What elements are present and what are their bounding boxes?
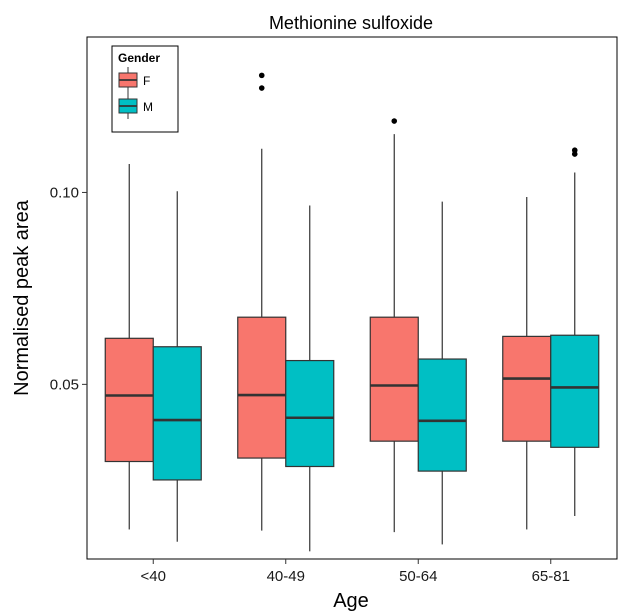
plot-panel [86, 36, 618, 560]
outlier-point [258, 72, 265, 79]
x-axis-title: Age [333, 590, 369, 612]
box-iqr [152, 346, 202, 481]
box-f-2 [237, 72, 287, 531]
box-f-3 [369, 118, 419, 533]
outlier-point [571, 151, 578, 157]
y-tick-label: 0.10 [50, 184, 79, 201]
outlier-point [571, 147, 578, 154]
box-m-4 [550, 147, 600, 517]
box-f-4 [502, 197, 552, 530]
legend-key-f [118, 67, 138, 93]
box-m-2 [285, 205, 335, 552]
legend-key-m [118, 93, 138, 119]
y-axis-title: Normalised peak area [11, 199, 33, 396]
y-tick-label: 0.05 [50, 376, 79, 393]
legend-label: F [143, 74, 150, 88]
box-iqr [369, 316, 419, 442]
box-iqr [502, 335, 552, 442]
axes: <40 40-49 50-64 65-81 0.05 0.10 [50, 184, 570, 585]
x-tick-label: <40 [141, 568, 166, 585]
box-m-3 [417, 201, 467, 545]
legend: Gender FM [111, 45, 179, 133]
box-iqr [550, 334, 600, 448]
box-iqr [417, 358, 467, 472]
x-tick-label: 40-49 [267, 568, 305, 585]
outlier-point [391, 118, 398, 124]
box-iqr [104, 337, 154, 463]
box-f-1 [104, 164, 154, 530]
outlier-point [258, 85, 265, 91]
box-iqr [285, 359, 335, 468]
x-tick-label: 50-64 [399, 568, 437, 585]
legend-title: Gender [118, 51, 160, 65]
box-m-1 [152, 191, 202, 542]
legend-box [111, 45, 179, 133]
chart-marks [104, 72, 600, 552]
legend-label: M [143, 100, 153, 114]
chart-title: Methionine sulfoxide [269, 13, 433, 33]
x-tick-label: 65-81 [532, 568, 570, 585]
box-iqr [237, 316, 287, 459]
